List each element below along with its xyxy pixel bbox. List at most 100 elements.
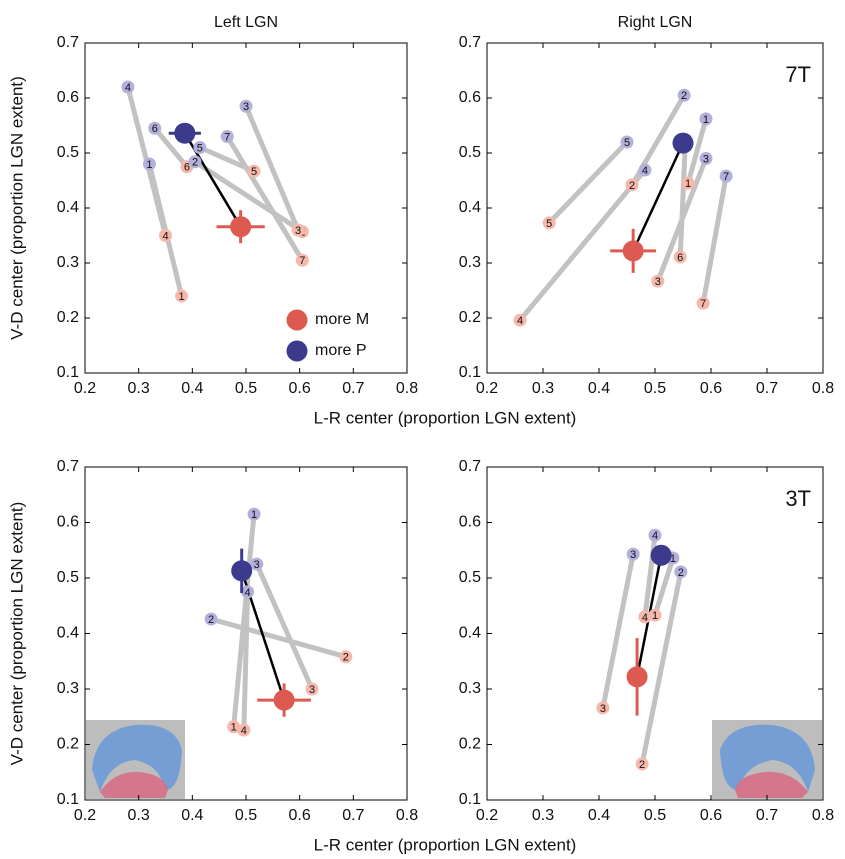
subject-point xyxy=(193,141,207,154)
subject-point xyxy=(648,528,662,542)
brain-inset xyxy=(86,720,185,799)
subject-point xyxy=(148,121,162,135)
x-tick-label: 0.6 xyxy=(700,380,722,397)
point-label: 3 xyxy=(630,549,636,561)
point-label: 7 xyxy=(700,298,706,310)
point-label: 4 xyxy=(642,165,648,177)
point-label: 1 xyxy=(685,178,691,190)
point-label: 2 xyxy=(208,614,214,626)
subject-point xyxy=(291,223,305,237)
y-tick-label: 0.6 xyxy=(57,514,79,531)
legend-label: more M xyxy=(315,311,369,328)
y-tick-label: 0.7 xyxy=(459,34,481,51)
subject-point xyxy=(121,80,135,94)
mean-point xyxy=(231,560,253,582)
point-label: 6 xyxy=(152,123,158,135)
subject-point xyxy=(339,650,353,664)
y-tick-label: 0.4 xyxy=(57,199,79,216)
point-label: 4 xyxy=(241,725,247,737)
point-label: 2 xyxy=(629,180,635,192)
subject-point xyxy=(674,565,688,579)
point-label: 2 xyxy=(639,759,645,771)
y-tick-label: 0.2 xyxy=(459,736,481,753)
x-tick-label: 0.6 xyxy=(289,380,311,397)
subject-link xyxy=(192,159,305,235)
y-tick-label: 0.2 xyxy=(459,309,481,326)
subject-link xyxy=(152,125,190,170)
y-tick-label: 0.4 xyxy=(57,625,79,642)
point-label: 4 xyxy=(652,530,658,542)
y-tick-label: 0.3 xyxy=(57,680,79,697)
x-tick-label: 0.3 xyxy=(532,807,554,824)
subject-link xyxy=(517,167,648,323)
x-tick-label: 0.4 xyxy=(181,807,203,824)
brain-inset xyxy=(712,720,822,799)
x-tick-label: 0.5 xyxy=(644,380,666,397)
subject-point xyxy=(237,723,251,737)
mean-point xyxy=(650,544,672,566)
x-tick-label: 0.2 xyxy=(476,380,498,397)
subject-point xyxy=(142,157,156,171)
point-label: 4 xyxy=(517,315,523,327)
point-label: 4 xyxy=(245,587,251,599)
y-tick-label: 0.3 xyxy=(459,254,481,271)
point-label: 3 xyxy=(655,276,661,288)
point-label: 3 xyxy=(309,684,315,696)
x-tick-label: 0.7 xyxy=(342,807,364,824)
chart-title: Left LGN xyxy=(214,14,278,31)
chart-title: Right LGN xyxy=(618,14,693,31)
point-label: 2 xyxy=(192,157,198,169)
subject-point xyxy=(673,250,687,264)
subject-point xyxy=(681,176,695,190)
subject-link xyxy=(639,569,684,767)
x-tick-label: 0.4 xyxy=(181,380,203,397)
x-tick-label: 0.8 xyxy=(812,380,834,397)
legend-marker xyxy=(286,340,308,362)
x-tick-label: 0.8 xyxy=(396,807,418,824)
y-tick-label: 0.5 xyxy=(459,569,481,586)
subject-point xyxy=(719,169,733,183)
mean-point xyxy=(174,122,196,144)
mean-point xyxy=(230,216,252,238)
subject-point xyxy=(227,720,241,734)
point-label: 1 xyxy=(231,722,237,734)
subject-link xyxy=(642,532,658,620)
y-tick-label: 0.1 xyxy=(459,364,481,381)
point-label: 5 xyxy=(251,166,257,178)
subject-point xyxy=(699,152,713,165)
mean-link xyxy=(632,142,685,252)
x-tick-label: 0.3 xyxy=(128,807,150,824)
subject-link xyxy=(700,173,729,306)
point-label: 2 xyxy=(678,567,684,579)
subject-point xyxy=(305,682,319,696)
subject-link xyxy=(231,511,257,730)
subject-point xyxy=(625,178,639,192)
subject-link xyxy=(546,139,630,226)
y-tick-label: 0.7 xyxy=(57,34,79,51)
point-label: 5 xyxy=(546,218,552,230)
y-axis-label: V-D center (proportion LGN extent) xyxy=(7,502,26,766)
mean-point xyxy=(273,689,295,711)
y-tick-label: 0.4 xyxy=(459,625,481,642)
x-tick-label: 0.7 xyxy=(756,380,778,397)
point-label: 1 xyxy=(652,610,658,622)
subject-point xyxy=(626,547,640,561)
x-tick-label: 0.5 xyxy=(644,807,666,824)
point-label: 1 xyxy=(179,291,185,303)
x-axis-label: L-R center (proportion LGN extent) xyxy=(314,408,577,427)
x-tick-label: 0.5 xyxy=(235,380,257,397)
legend-marker xyxy=(286,309,308,331)
point-label: 4 xyxy=(125,82,131,94)
subject-point xyxy=(239,99,253,113)
x-tick-label: 0.2 xyxy=(74,380,96,397)
x-tick-label: 0.8 xyxy=(396,380,418,397)
y-tick-label: 0.2 xyxy=(57,309,79,326)
subject-point xyxy=(250,557,264,571)
point-label: 3 xyxy=(243,101,249,113)
point-label: 4 xyxy=(162,230,168,242)
subject-point xyxy=(596,701,610,715)
subject-point xyxy=(620,135,634,149)
point-label: 7 xyxy=(224,131,230,143)
subject-point xyxy=(188,155,202,169)
